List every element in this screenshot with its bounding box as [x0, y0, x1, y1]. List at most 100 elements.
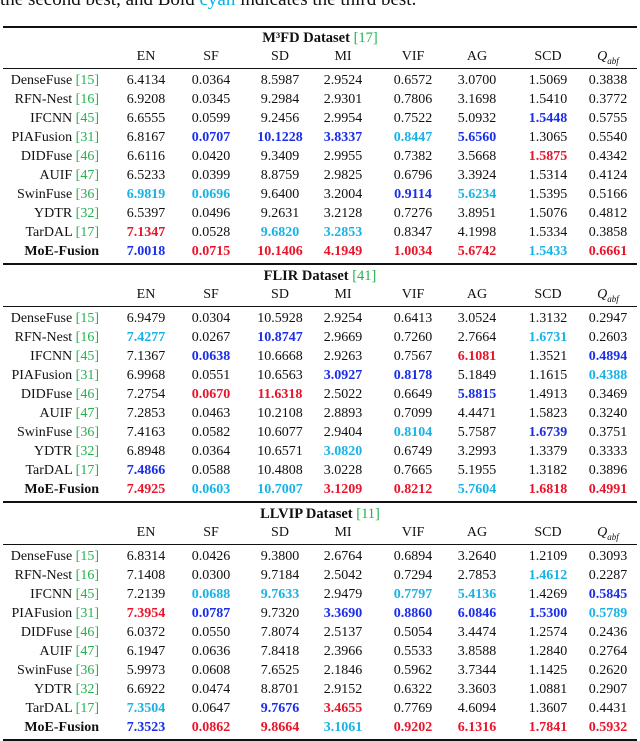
method-citation: [45] [75, 111, 99, 126]
metric-value: 9.7676 [260, 701, 300, 716]
dataset-title: FLIR Dataset [41] [3, 267, 637, 285]
column-header: AG [466, 525, 488, 540]
metric-value: 0.8104 [393, 425, 433, 440]
column-header: SF [203, 525, 219, 540]
metric-value: 0.5845 [588, 587, 628, 602]
table-rule [3, 501, 637, 503]
metric-value: 1.3182 [528, 463, 568, 478]
metric-value: 0.6749 [393, 444, 433, 459]
method-citation: [32] [75, 206, 99, 221]
metric-value: 5.9973 [126, 663, 166, 678]
column-header: EN [136, 49, 156, 64]
metric-value: 2.9254 [323, 311, 363, 326]
metric-value: 0.0364 [191, 444, 231, 459]
table-row: DIDFuse [46] 7.2754 0.0670 11.6318 2.5022 0.6… [3, 385, 637, 404]
method-name: TarDAL [17] [3, 461, 99, 480]
metric-value: 6.9819 [126, 187, 166, 202]
metric-value: 1.3132 [528, 311, 568, 326]
metric-value: 0.0463 [191, 406, 231, 421]
metric-value: 10.6077 [257, 425, 303, 440]
metric-value: 6.0372 [126, 625, 166, 640]
metric-value: 0.6413 [393, 311, 433, 326]
method-name: SwinFuse [36] [3, 661, 99, 680]
table-row: MoE-Fusion 7.3523 0.0862 9.8664 3.1061 0.9202… [3, 718, 637, 737]
metric-value: 0.0599 [191, 111, 231, 126]
metric-value: 3.2128 [323, 206, 363, 221]
method-citation: [47] [75, 644, 99, 659]
metric-value: 1.5823 [528, 406, 568, 421]
method-label: YDTR [34, 206, 73, 221]
metric-value: 9.6400 [260, 187, 300, 202]
metric-value: 0.7769 [393, 701, 433, 716]
column-header-q: Q [597, 287, 608, 302]
metric-value: 5.8815 [457, 387, 497, 402]
metric-value: 3.0820 [323, 444, 363, 459]
metric-value: 7.1408 [126, 568, 166, 583]
metric-value: 3.4655 [323, 701, 363, 716]
metric-value: 0.5533 [393, 644, 433, 659]
metric-value: 0.4388 [588, 368, 628, 383]
metric-value: 0.6661 [588, 244, 628, 259]
metric-value: 10.1406 [257, 244, 303, 259]
metric-value: 2.9301 [323, 92, 363, 107]
metric-value: 0.6572 [393, 73, 433, 88]
method-name: PIAFusion [31] [3, 604, 99, 623]
metric-value: 0.0267 [191, 330, 231, 345]
metric-value: 5.7587 [457, 425, 497, 440]
metric-value: 0.9202 [393, 720, 433, 735]
metric-value: 6.8948 [126, 444, 166, 459]
method-name: DIDFuse [46] [3, 147, 99, 166]
metric-value: 2.9152 [323, 682, 363, 697]
metric-value: 0.7797 [393, 587, 433, 602]
column-header: MI [334, 49, 352, 64]
metric-value: 1.6731 [528, 330, 568, 345]
metric-value: 0.0300 [191, 568, 231, 583]
method-label: SwinFuse [16, 425, 73, 440]
metric-value: 0.3772 [588, 92, 628, 107]
metric-value: 6.5397 [126, 206, 166, 221]
method-label: PIAFusion [11, 368, 73, 383]
table-row: TarDAL [17] 7.1347 0.0528 9.6820 3.2853 0.834… [3, 223, 637, 242]
column-header: SF [203, 287, 219, 302]
metric-value: 1.3379 [528, 444, 568, 459]
metric-value: 3.8951 [457, 206, 497, 221]
metric-value: 7.4277 [126, 330, 166, 345]
table-row: RFN-Nest [16] 7.1408 0.0300 9.7184 2.5042 0.7… [3, 566, 637, 585]
method-label: MoE-Fusion [24, 720, 99, 735]
metric-value: 0.5166 [588, 187, 628, 202]
metric-value: 1.5076 [528, 206, 568, 221]
method-citation: [47] [75, 168, 99, 183]
metric-value: 10.8747 [257, 330, 303, 345]
metric-value: 6.6922 [126, 682, 166, 697]
metric-value: 10.6571 [257, 444, 303, 459]
table-row: AUIF [47] 7.2853 0.0463 10.2108 2.8893 0.7099… [3, 404, 637, 423]
metric-value: 3.0228 [323, 463, 363, 478]
table-row: IFCNN [45] 6.6555 0.0599 9.2456 2.9954 0.7522… [3, 109, 637, 128]
metric-value: 7.1367 [126, 349, 166, 364]
table-row: DenseFuse [15] 6.8314 0.0426 9.3800 2.6764 0.… [3, 547, 637, 566]
metric-value: 0.5789 [588, 606, 628, 621]
metric-value: 0.5540 [588, 130, 628, 145]
metric-value: 9.3800 [260, 549, 300, 564]
metric-value: 0.2947 [588, 311, 628, 326]
metric-value: 0.2603 [588, 330, 628, 345]
metric-value: 1.3521 [528, 349, 568, 364]
metric-value: 1.2574 [528, 625, 568, 640]
metric-value: 0.4812 [588, 206, 628, 221]
metric-value: 1.7841 [528, 720, 568, 735]
metric-value: 0.5755 [588, 111, 628, 126]
metric-value: 4.1949 [323, 244, 363, 259]
metric-value: 0.0496 [191, 206, 231, 221]
dataset-name: M³FD Dataset [262, 30, 350, 46]
metric-value: 2.9524 [323, 73, 363, 88]
table-rule [3, 263, 637, 265]
metric-value: 0.0364 [191, 73, 231, 88]
metric-value: 1.0881 [528, 682, 568, 697]
metric-value: 7.4163 [126, 425, 166, 440]
table-row: TarDAL [17] 7.4866 0.0588 10.4808 3.0228 0.76… [3, 461, 637, 480]
metric-value: 0.4342 [588, 149, 628, 164]
column-header-q: Q [597, 49, 608, 64]
metric-value: 0.6322 [393, 682, 433, 697]
method-label: AUIF [39, 406, 73, 421]
method-name: TarDAL [17] [3, 223, 99, 242]
